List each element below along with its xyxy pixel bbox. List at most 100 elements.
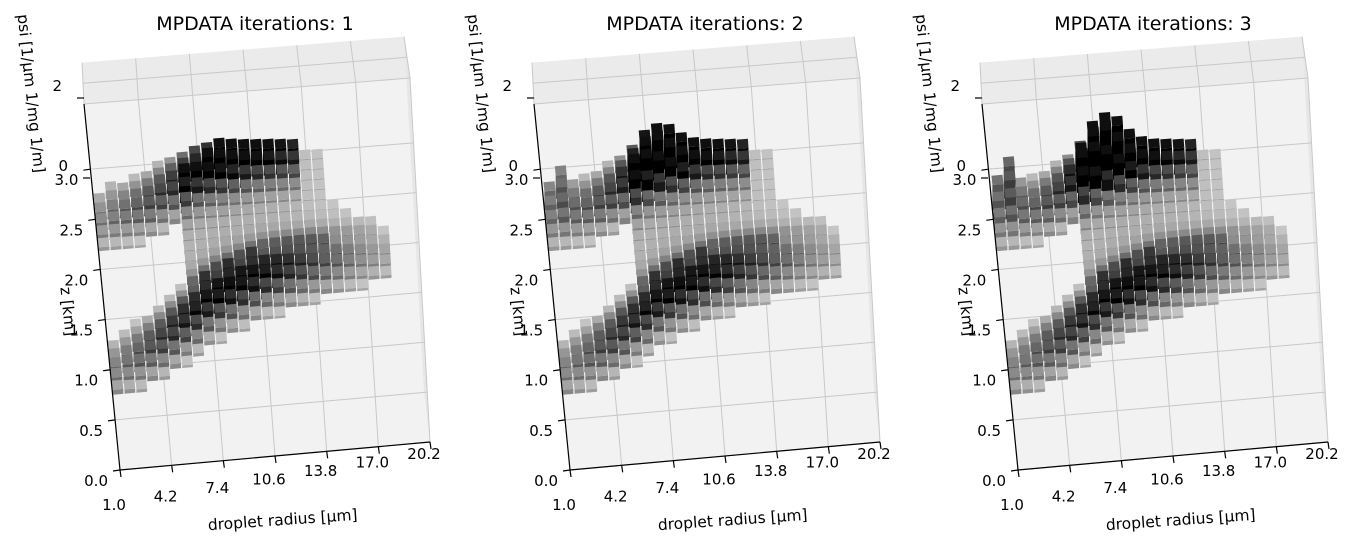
bar-top-face	[1197, 149, 1209, 160]
bar-top-face	[686, 275, 698, 286]
bar	[1183, 292, 1195, 308]
bar-top-face	[1078, 341, 1090, 352]
bar-top-face	[725, 150, 737, 161]
bar-top-face	[1063, 164, 1076, 175]
bar-front-face	[1045, 375, 1057, 382]
bar-top-face	[816, 234, 828, 245]
bar	[1007, 235, 1020, 251]
bar-top-face	[627, 303, 640, 314]
bar-top-face	[1177, 211, 1189, 222]
bar-top-face	[1104, 227, 1117, 238]
bars	[991, 112, 1290, 395]
bar-top-face	[1098, 289, 1111, 300]
bar-top-face	[1250, 216, 1263, 227]
bar-top-face	[582, 342, 595, 353]
bar-top-face	[232, 235, 244, 246]
bar-top-face	[133, 222, 145, 233]
bar-top-face	[993, 207, 1006, 218]
y-tick-label: 2.5	[509, 221, 533, 239]
bar-top-face	[1115, 205, 1128, 216]
bar-front-face	[572, 245, 584, 250]
bar-front-face	[1219, 288, 1230, 295]
bar-top-face	[702, 178, 715, 189]
bar-top-face	[196, 248, 209, 259]
bar-top-face	[649, 270, 661, 281]
bar-top-face	[250, 138, 262, 149]
bar-top-face	[581, 333, 594, 344]
bar-top-face	[208, 247, 221, 258]
bar-top-face	[745, 264, 758, 276]
bar-top-face	[1180, 245, 1192, 256]
bar-top-face	[1276, 243, 1289, 254]
bar-top-face	[662, 277, 674, 288]
grid-line-x	[355, 82, 379, 447]
bar-top-face	[190, 314, 203, 325]
bar-top-face	[299, 159, 312, 170]
y-tick	[103, 369, 111, 372]
bar-top-face	[318, 243, 330, 254]
bar-top-face	[1225, 198, 1237, 209]
bar-top-face	[662, 288, 675, 299]
bar-front-face	[574, 388, 586, 394]
bar-top-face	[1217, 265, 1230, 276]
bar-top-face	[1053, 327, 1066, 338]
bar-top-face	[1017, 196, 1029, 207]
bar-top-face	[643, 205, 655, 216]
bar-top-face	[632, 229, 645, 240]
bar-top-face	[185, 260, 197, 271]
bar-top-face	[1130, 235, 1142, 246]
bar-front-face	[193, 352, 204, 357]
bar-top-face	[805, 254, 817, 265]
x-tick-label: 17.0	[356, 454, 389, 472]
bar-top-face	[744, 244, 756, 255]
bar	[596, 366, 609, 382]
bar-top-face	[1098, 280, 1110, 291]
bar-top-face	[237, 289, 249, 300]
bar	[1101, 331, 1114, 346]
bar-top-face	[1165, 222, 1178, 233]
bar-front-face	[227, 327, 239, 334]
bar-top-face	[1032, 235, 1044, 246]
bar-top-face	[260, 277, 272, 288]
bar-front-face	[1231, 288, 1242, 294]
bar-top-face	[571, 235, 584, 246]
bar-top-face	[1168, 253, 1181, 264]
bar-top-face	[1131, 249, 1144, 260]
bar-top-face	[1127, 204, 1140, 215]
bar-top-face	[1147, 305, 1160, 317]
bar-top-face	[93, 192, 106, 203]
bar	[121, 236, 134, 250]
bar-top-face	[1123, 288, 1135, 299]
y-tick	[112, 469, 121, 472]
bar-top-face	[240, 179, 252, 190]
bar	[1009, 379, 1022, 395]
bar-top-face	[129, 180, 142, 191]
bar-top-face	[129, 318, 142, 329]
bar-top-face	[815, 224, 827, 235]
bar-front-face	[1034, 388, 1046, 393]
bar-top-face	[287, 150, 300, 161]
bar-top-face	[1141, 224, 1153, 235]
chart-title: MPDATA iterations: 2	[606, 13, 804, 35]
bar-top-face	[652, 150, 665, 161]
bar-top-face	[1016, 329, 1029, 340]
bar-top-face	[1170, 277, 1182, 288]
bar-top-face	[769, 265, 782, 276]
bar-top-face	[329, 225, 341, 236]
bar-top-face	[708, 254, 721, 265]
bar-top-face	[1042, 340, 1055, 351]
bar-top-face	[192, 192, 204, 203]
x-tick	[377, 446, 380, 454]
bar-front-face	[677, 327, 689, 334]
bar-front-face	[1255, 287, 1267, 292]
bar-top-face	[675, 303, 688, 314]
bar-top-face	[1102, 190, 1115, 201]
bar-top-face	[1148, 138, 1160, 149]
bar-top-face	[1028, 187, 1040, 199]
y-tick	[1005, 419, 1014, 422]
bar-top-face	[1006, 347, 1019, 358]
bar-top-face	[269, 237, 281, 248]
bar-top-face	[340, 217, 353, 228]
bar-front-face	[560, 245, 572, 251]
bar-top-face	[308, 279, 320, 290]
